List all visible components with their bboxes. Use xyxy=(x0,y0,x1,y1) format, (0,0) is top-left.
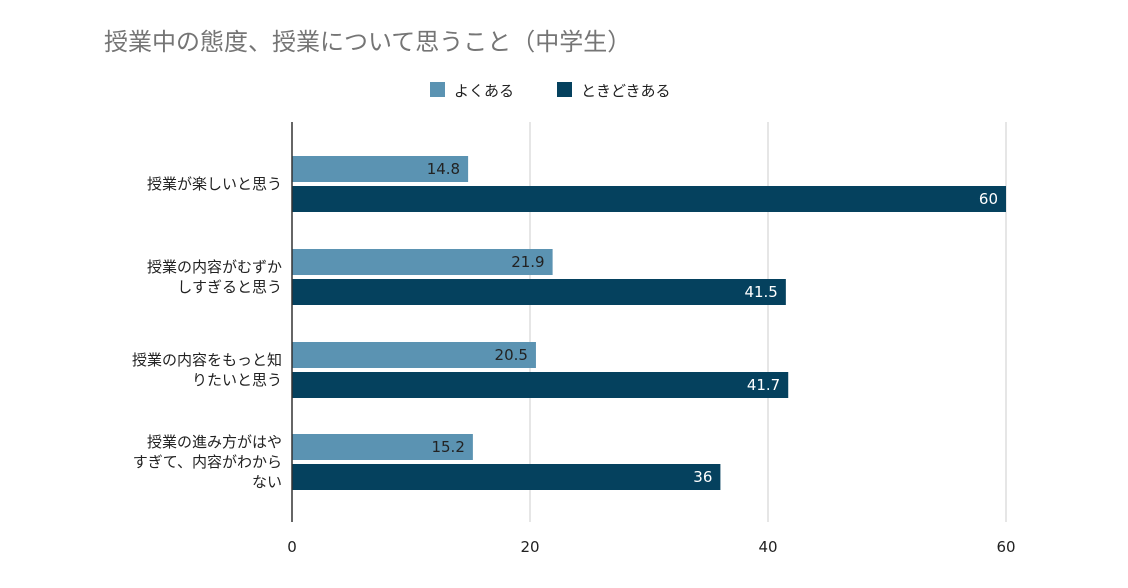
data-label: 60 xyxy=(979,190,998,208)
bars xyxy=(292,156,1006,490)
x-tick-label: 20 xyxy=(520,538,539,556)
x-axis: 0 20 40 60 xyxy=(287,122,1016,556)
bar xyxy=(292,434,473,460)
data-label: 41.7 xyxy=(747,376,780,394)
data-label: 20.5 xyxy=(495,346,528,364)
bar xyxy=(292,249,553,275)
data-label: 14.8 xyxy=(427,160,460,178)
x-tick-label: 0 xyxy=(287,538,297,556)
bar xyxy=(292,372,789,398)
category-label: 授業が楽しいと思う xyxy=(147,175,282,193)
legend-swatch xyxy=(430,82,445,97)
legend: よくある ときどきある xyxy=(430,82,671,100)
bar xyxy=(292,156,469,182)
category-label: 授業の内容がむずかしすぎると思う xyxy=(147,258,282,296)
bar xyxy=(292,342,536,368)
data-labels: 14.8 60 21.9 41.5 20.5 41.7 15.2 36 xyxy=(427,160,998,486)
data-label: 41.5 xyxy=(744,283,777,301)
x-tick-label: 60 xyxy=(996,538,1015,556)
category-labels: 授業が楽しいと思う授業の内容がむずかしすぎると思う授業の内容をもっと知りたいと思… xyxy=(132,175,282,491)
x-tick-label: 40 xyxy=(758,538,777,556)
bar xyxy=(292,186,1006,212)
gridlines xyxy=(529,122,1007,522)
legend-label: ときどきある xyxy=(581,82,671,100)
legend-label: よくある xyxy=(454,82,514,100)
bar xyxy=(292,279,786,305)
category-label: 授業の進み方がはやすぎて、内容がわからない xyxy=(133,433,282,491)
category-label: 授業の内容をもっと知りたいと思う xyxy=(132,351,282,389)
chart-title: 授業中の態度、授業について思うこと（中学生） xyxy=(104,28,631,56)
data-label: 36 xyxy=(693,468,712,486)
bar xyxy=(292,464,721,490)
legend-swatch xyxy=(557,82,572,97)
data-label: 21.9 xyxy=(511,253,544,271)
data-label: 15.2 xyxy=(431,438,464,456)
